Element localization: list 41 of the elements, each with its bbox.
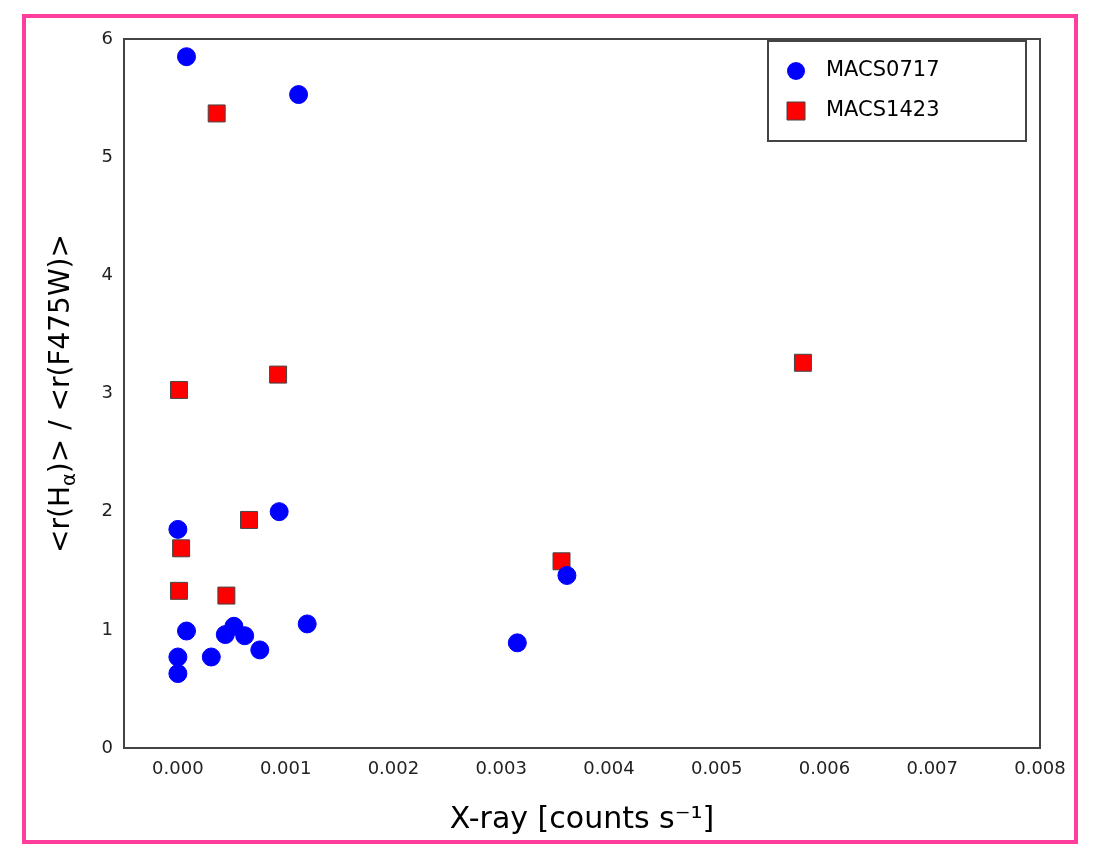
x-tick-label: 0.003: [475, 757, 527, 779]
x-tick-label: 0.007: [906, 757, 958, 779]
x-tick-label: 0.005: [690, 757, 743, 779]
y-tick-label: 6: [101, 26, 113, 48]
point: [557, 565, 577, 585]
point: [169, 581, 188, 600]
point: [793, 353, 812, 372]
y-tick-label: 0: [101, 735, 113, 757]
point: [240, 510, 258, 529]
x-axis-title: X-ray [counts s⁻¹]: [449, 799, 715, 835]
y-tick-label: 2: [101, 499, 113, 521]
y-tick-label: 5: [101, 144, 113, 166]
x-tick-label: 0.006: [798, 757, 851, 779]
point: [201, 647, 221, 667]
x-tick-label: 0.002: [367, 757, 420, 779]
x-tick-label: 0.000: [152, 757, 204, 779]
point: [507, 633, 527, 653]
point: [207, 104, 226, 123]
legend-label: MACS0717: [826, 57, 940, 82]
x-tick-label: 0.001: [259, 757, 312, 779]
point: [217, 586, 236, 605]
y-tick-label: 4: [101, 263, 113, 285]
point: [169, 380, 188, 399]
x-tick-label: 0.008: [1014, 757, 1066, 779]
point: [172, 539, 191, 558]
point: [269, 365, 288, 384]
point: [250, 640, 270, 660]
point: [168, 519, 188, 539]
x-tick-label: 0.004: [583, 757, 635, 779]
point: [177, 47, 196, 67]
point: [297, 614, 317, 634]
y-tick-label: 3: [101, 381, 113, 403]
point: [269, 502, 289, 522]
point: [168, 647, 188, 667]
y-tick-label: 1: [101, 617, 113, 639]
legend-label: MACS1423: [826, 97, 940, 122]
point: [235, 626, 255, 646]
point: [168, 664, 188, 684]
point: [289, 85, 309, 105]
point: [177, 621, 196, 641]
y-axis-title: <r(Hα)> / <r(F475W)>: [43, 233, 81, 553]
